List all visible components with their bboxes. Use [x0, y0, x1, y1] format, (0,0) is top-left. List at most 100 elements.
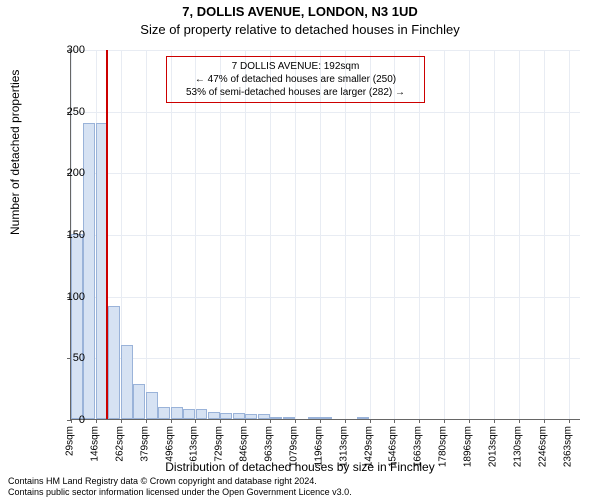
property-marker-line	[106, 50, 108, 419]
gridline-h	[71, 112, 580, 113]
gridline-v	[171, 50, 172, 419]
xtick-label: 729sqm	[214, 426, 225, 462]
xtick-label: 496sqm	[164, 426, 175, 462]
histogram-bar	[357, 417, 369, 419]
ytick-label: 50	[35, 352, 85, 364]
xtick-mark	[96, 419, 97, 423]
gridline-h	[71, 50, 580, 51]
gridline-v	[295, 50, 296, 419]
xtick-mark	[220, 419, 221, 423]
xtick-label: 1313sqm	[338, 426, 349, 467]
histogram-bar	[258, 414, 270, 419]
xtick-mark	[121, 419, 122, 423]
gridline-v	[394, 50, 395, 419]
xtick-label: 1663sqm	[413, 426, 424, 467]
xtick-label: 29sqm	[65, 426, 76, 456]
histogram-bar	[233, 413, 245, 419]
xtick-mark	[345, 419, 346, 423]
gridline-v	[195, 50, 196, 419]
xtick-mark	[245, 419, 246, 423]
xtick-mark	[320, 419, 321, 423]
annotation-line-2: ← 47% of detached houses are smaller (25…	[173, 73, 418, 86]
histogram-bar	[171, 407, 183, 419]
gridline-v	[544, 50, 545, 419]
xtick-mark	[195, 419, 196, 423]
ytick-label: 150	[35, 229, 85, 241]
xtick-label: 379sqm	[139, 426, 150, 462]
footer-line-2: Contains public sector information licen…	[8, 487, 352, 498]
ytick-label: 300	[35, 44, 85, 56]
xtick-mark	[370, 419, 371, 423]
xtick-label: 1429sqm	[363, 426, 374, 467]
xtick-label: 1780sqm	[438, 426, 449, 467]
y-axis-label: Number of detached properties	[8, 70, 22, 235]
xtick-label: 1079sqm	[288, 426, 299, 467]
gridline-v	[469, 50, 470, 419]
ytick-label: 200	[35, 167, 85, 179]
xtick-mark	[494, 419, 495, 423]
xtick-mark	[270, 419, 271, 423]
gridline-v	[245, 50, 246, 419]
gridline-v	[370, 50, 371, 419]
xtick-label: 963sqm	[264, 426, 275, 462]
histogram-bar	[320, 417, 332, 419]
histogram-bar	[308, 417, 320, 419]
histogram-bar	[270, 417, 282, 419]
xtick-label: 846sqm	[239, 426, 250, 462]
histogram-bar	[83, 123, 95, 419]
xtick-mark	[569, 419, 570, 423]
ytick-label: 0	[35, 414, 85, 426]
xtick-mark	[469, 419, 470, 423]
xtick-label: 1546sqm	[388, 426, 399, 467]
histogram-bar	[121, 345, 133, 419]
gridline-h	[71, 235, 580, 236]
gridline-v	[419, 50, 420, 419]
xtick-label: 262sqm	[114, 426, 125, 462]
xtick-mark	[519, 419, 520, 423]
xtick-mark	[295, 419, 296, 423]
annotation-line-3: 53% of semi-detached houses are larger (…	[173, 86, 418, 99]
histogram-bar	[108, 306, 120, 419]
gridline-v	[270, 50, 271, 419]
gridline-v	[569, 50, 570, 419]
plot-area: 7 DOLLIS AVENUE: 192sqm ← 47% of detache…	[70, 50, 580, 420]
gridline-h	[71, 358, 580, 359]
xtick-label: 2363sqm	[562, 426, 573, 467]
gridline-v	[345, 50, 346, 419]
xtick-mark	[146, 419, 147, 423]
histogram-bar	[146, 392, 158, 419]
xtick-mark	[444, 419, 445, 423]
xtick-label: 1196sqm	[313, 426, 324, 466]
gridline-h	[71, 173, 580, 174]
property-size-chart: { "titles": { "line1": "7, DOLLIS AVENUE…	[0, 0, 600, 500]
xtick-label: 2246sqm	[537, 426, 548, 467]
xtick-label: 1896sqm	[463, 426, 474, 467]
chart-subtitle: Size of property relative to detached ho…	[0, 22, 600, 37]
gridline-v	[320, 50, 321, 419]
gridline-v	[519, 50, 520, 419]
xtick-mark	[394, 419, 395, 423]
histogram-bar	[183, 409, 195, 419]
xtick-mark	[419, 419, 420, 423]
histogram-bar	[158, 407, 170, 419]
histogram-bar	[71, 234, 83, 419]
x-axis-label: Distribution of detached houses by size …	[0, 460, 600, 474]
ytick-label: 250	[35, 106, 85, 118]
xtick-label: 613sqm	[189, 426, 200, 462]
histogram-bar	[245, 414, 257, 419]
annotation-box: 7 DOLLIS AVENUE: 192sqm ← 47% of detache…	[166, 56, 425, 103]
xtick-mark	[544, 419, 545, 423]
xtick-label: 2013sqm	[487, 426, 498, 467]
gridline-v	[220, 50, 221, 419]
annotation-line-1: 7 DOLLIS AVENUE: 192sqm	[173, 60, 418, 73]
ytick-label: 100	[35, 291, 85, 303]
histogram-bar	[208, 412, 220, 419]
gridline-v	[494, 50, 495, 419]
xtick-mark	[171, 419, 172, 423]
xtick-label: 146sqm	[89, 426, 100, 462]
histogram-bar	[283, 417, 295, 419]
histogram-bar	[220, 413, 232, 419]
gridline-v	[444, 50, 445, 419]
chart-title-address: 7, DOLLIS AVENUE, LONDON, N3 1UD	[0, 4, 600, 19]
histogram-bar	[133, 384, 145, 419]
